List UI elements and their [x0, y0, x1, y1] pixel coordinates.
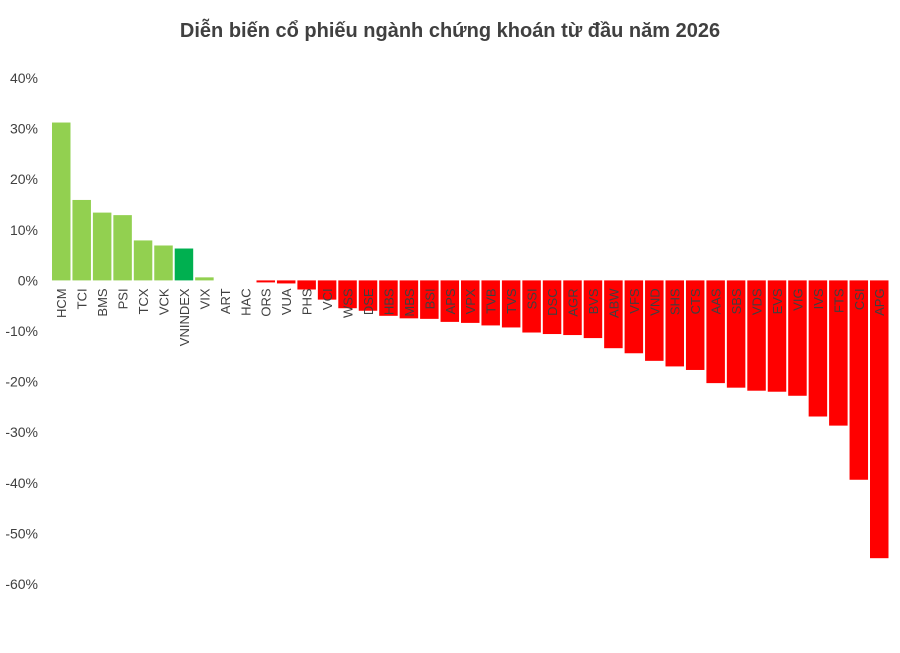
x-tick-label: BSI: [422, 288, 437, 309]
x-tick-label: AGR: [566, 288, 581, 316]
x-tick-label: PSI: [116, 288, 131, 309]
bar-csi: [849, 280, 869, 480]
x-tick-label: DSE: [361, 288, 376, 315]
x-tick-label: VIG: [790, 288, 805, 310]
x-tick-label: TCX: [136, 288, 151, 314]
y-tick-label: -10%: [5, 323, 38, 339]
bar-hcm: [52, 122, 71, 281]
x-tick-label: CSI: [852, 288, 867, 310]
x-tick-label: APG: [872, 288, 887, 315]
bar-bvs: [583, 280, 603, 339]
x-tick-label: APS: [443, 288, 458, 314]
bar-apg: [870, 280, 889, 559]
bar-cts: [685, 280, 705, 370]
x-tick-label: HAC: [238, 288, 253, 315]
bar-vds: [747, 280, 766, 391]
bar-bms: [92, 212, 112, 281]
x-tick-label: VDS: [750, 288, 765, 315]
bar-tci: [72, 199, 91, 281]
bars: [52, 122, 889, 559]
x-tick-label: AAS: [709, 288, 724, 314]
bar-bsi: [420, 280, 439, 319]
x-tick-label: HBS: [381, 288, 396, 315]
bar-vua: [276, 280, 296, 284]
x-tick-label: ABW: [606, 288, 621, 318]
bar-vpx: [461, 280, 480, 323]
x-tick-label: ART: [218, 288, 233, 314]
y-tick-label: -20%: [5, 374, 38, 390]
y-tick-label: -40%: [5, 475, 38, 491]
x-tick-label: VIX: [197, 288, 212, 309]
x-tick-label: VNINDEX: [177, 288, 192, 346]
bar-ssi: [522, 280, 541, 333]
x-tick-label: ORS: [259, 288, 274, 317]
x-tick-label: SHS: [668, 288, 683, 315]
x-tick-label: BMS: [95, 288, 110, 317]
x-tick-label: MBS: [402, 288, 417, 317]
bar-hbs: [379, 280, 398, 316]
bar-agr: [563, 280, 582, 336]
y-tick-label: -60%: [5, 576, 38, 592]
bar-aps: [440, 280, 460, 322]
bar-fts: [829, 280, 848, 426]
bar-vck: [154, 245, 173, 281]
bar-tcx: [133, 240, 153, 281]
y-tick-label: 0%: [18, 272, 38, 288]
x-tick-label: TVB: [484, 288, 499, 313]
x-tick-label: IVS: [811, 288, 826, 309]
x-tick-label: VPX: [463, 288, 478, 314]
x-tick-label: VND: [647, 288, 662, 315]
y-tick-label: 40%: [10, 70, 38, 86]
x-axis-labels: HCM TCI BMS PSI TCX VCK VNINDEX VIX ART HAC ORS VUA…: [54, 288, 887, 347]
x-tick-label: EVS: [770, 288, 785, 314]
bar-evs: [767, 280, 787, 392]
bar-dse: [358, 280, 378, 311]
x-tick-label: VUA: [279, 288, 294, 315]
x-tick-label: FTS: [831, 288, 846, 313]
x-tick-label: DSC: [545, 288, 560, 315]
x-tick-label: BVS: [586, 288, 601, 314]
x-tick-label: HCM: [54, 288, 69, 318]
bar-ors: [256, 280, 275, 283]
x-tick-label: SSI: [525, 288, 540, 309]
y-tick-label: 20%: [10, 171, 38, 187]
bar-vig: [788, 280, 807, 396]
bar-abw: [604, 280, 623, 349]
chart-title: Diễn biến cổ phiếu ngành chứng khoán từ …: [179, 20, 721, 42]
x-tick-label: CTS: [688, 288, 703, 314]
x-tick-label: TCI: [75, 288, 90, 309]
y-tick-label: 10%: [10, 222, 38, 238]
bar-tvs: [501, 280, 521, 328]
x-tick-label: VCK: [157, 288, 172, 315]
y-tick-label: -30%: [5, 424, 38, 440]
bar-vfs: [624, 280, 644, 354]
bar-sbs: [726, 280, 746, 388]
bar-vnindex: [174, 248, 194, 281]
x-tick-label: VCI: [320, 288, 335, 310]
bar-vix: [195, 277, 214, 281]
x-tick-label: SBS: [729, 288, 744, 314]
bar-vnd: [645, 280, 664, 361]
x-tick-label: WSS: [341, 288, 356, 318]
x-tick-label: PHS: [300, 288, 315, 315]
bar-dsc: [542, 280, 562, 335]
y-tick-label: 30%: [10, 121, 38, 137]
bar-wss: [338, 280, 357, 309]
bar-phs: [297, 280, 316, 290]
bar-psi: [113, 215, 132, 281]
y-axis: 40% 30% 20% 10% 0% -10% -20% -30% -40% -50% -60%: [5, 70, 38, 592]
bar-ivs: [808, 280, 828, 417]
bar-aas: [706, 280, 725, 384]
bar-tvb: [481, 280, 500, 326]
bar-mbs: [399, 280, 419, 319]
y-tick-label: -50%: [5, 525, 38, 541]
x-tick-label: VFS: [627, 288, 642, 314]
bar-vci: [317, 280, 337, 300]
bar-shs: [665, 280, 684, 367]
x-tick-label: TVS: [504, 288, 519, 314]
